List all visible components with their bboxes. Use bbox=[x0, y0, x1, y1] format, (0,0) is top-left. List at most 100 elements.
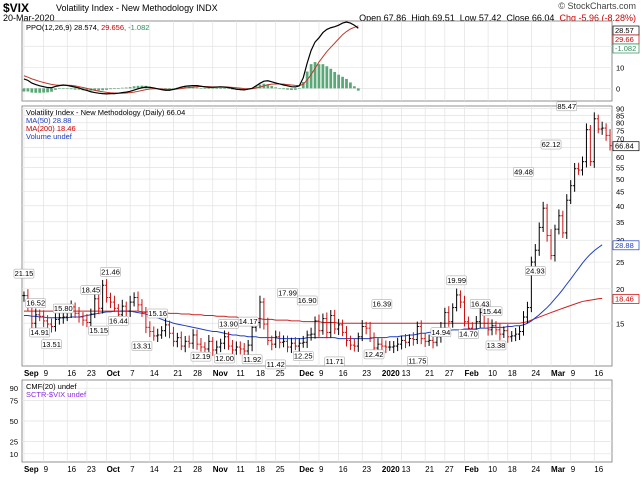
price-annotation-label: 21.46 bbox=[101, 267, 120, 276]
ohlc-bar bbox=[207, 334, 211, 354]
price-annotation-box bbox=[292, 351, 314, 361]
instrument-name: Volatility Index - New Methodology bbox=[56, 3, 194, 13]
cmf-x-axis-label: 11 bbox=[236, 465, 245, 474]
cmf-x-axis-label: 24 bbox=[531, 465, 540, 474]
ohlc-bar bbox=[309, 327, 313, 341]
ppo-line bbox=[23, 21, 359, 95]
price-annotation-box bbox=[214, 353, 235, 364]
ohlc-bar bbox=[573, 163, 577, 192]
ohlc-bar bbox=[576, 162, 581, 175]
ppo-histogram-bar bbox=[191, 86, 195, 89]
cmf-x-axis-label: 18 bbox=[256, 465, 265, 474]
price-x-axis-label: 7 bbox=[130, 369, 135, 378]
ohlc-bar bbox=[167, 320, 172, 339]
ohlc-bar bbox=[451, 303, 455, 328]
ppo-histogram-bar bbox=[278, 88, 282, 89]
ohlc-bar bbox=[541, 201, 545, 232]
ohlc-bar bbox=[258, 295, 262, 329]
ohlc-bar bbox=[34, 308, 38, 329]
ohlc-bar bbox=[368, 321, 372, 342]
price-tick-label: 40 bbox=[616, 202, 624, 211]
ohlc-bar bbox=[238, 341, 242, 355]
price-tick-label: 90 bbox=[616, 105, 624, 114]
ohlc-bar bbox=[152, 326, 156, 341]
price-tick-label: 15 bbox=[616, 319, 624, 328]
ohlc-bar bbox=[596, 114, 600, 134]
price-x-axis-label: 16 bbox=[339, 369, 348, 378]
ohlc-bar bbox=[301, 335, 305, 348]
ppo-histogram-bar bbox=[26, 88, 30, 92]
price-annotation-label: 13.51 bbox=[42, 340, 61, 349]
ppo-histogram-bar bbox=[223, 88, 226, 89]
price-annotation-label: 15.80 bbox=[54, 304, 73, 313]
ppo-histogram-bar bbox=[109, 88, 112, 90]
ohlc-bar bbox=[242, 343, 246, 357]
price-x-axis-label: Mar bbox=[551, 369, 565, 378]
ohlc-bar bbox=[81, 312, 85, 326]
quote-date: 20-Mar-2020 bbox=[3, 13, 55, 23]
price-annotation-box bbox=[25, 298, 47, 308]
ohlc-bar bbox=[588, 124, 592, 167]
ohlc-bar bbox=[529, 256, 533, 313]
price-annotation-label: 62.12 bbox=[542, 140, 561, 149]
ppo-tick-label: 0 bbox=[616, 84, 620, 93]
ppo-histogram-bar bbox=[22, 88, 26, 92]
price-annotation-label: 14.70 bbox=[459, 330, 478, 339]
cmf-x-axis-label: 27 bbox=[445, 465, 454, 474]
price-x-axis-label: 9 bbox=[571, 369, 576, 378]
ppo-histogram-bar bbox=[349, 82, 352, 89]
ohlc-bar bbox=[340, 319, 345, 337]
ohlc-bar bbox=[392, 341, 396, 354]
ohlc-bar bbox=[407, 334, 412, 347]
ohlc-bar bbox=[278, 331, 282, 349]
price-tick-label: 85 bbox=[616, 111, 624, 120]
cmf-x-axis-label: 18 bbox=[508, 465, 517, 474]
ppo-histogram-bar bbox=[195, 87, 199, 89]
ohlc-bar bbox=[455, 288, 459, 312]
ppo-panel-frame bbox=[21, 20, 613, 102]
ohlc-bar bbox=[490, 319, 494, 336]
ppo-histogram-bar bbox=[274, 87, 278, 89]
ppo-legend-item: PPO(12,26,9) 28.574, bbox=[26, 23, 101, 32]
ohlc-bar bbox=[57, 312, 61, 325]
price-x-axis-label: 23 bbox=[362, 369, 371, 378]
price-annotation-label: 12.25 bbox=[294, 352, 313, 361]
ohlc-bar bbox=[124, 301, 128, 317]
ohlc-bar bbox=[226, 331, 231, 350]
ohlc-bar bbox=[93, 293, 97, 319]
ohlc-bar bbox=[553, 224, 557, 262]
price-x-axis-label: 9 bbox=[319, 369, 324, 378]
ppo-histogram-bar bbox=[65, 88, 69, 89]
ohlc-bar bbox=[230, 340, 235, 357]
ohlc-bar bbox=[403, 334, 408, 349]
price-tick-label: 80 bbox=[616, 119, 624, 128]
price-x-axis-label: 9 bbox=[44, 369, 49, 378]
ohlc-bar bbox=[494, 321, 498, 335]
ohlc-bar bbox=[297, 338, 301, 353]
ppo-histogram-bar bbox=[124, 87, 128, 89]
ohlc-bar bbox=[502, 326, 506, 338]
ppo-histogram-bar bbox=[321, 64, 325, 89]
price-legend-item: Volume undef bbox=[26, 132, 73, 141]
ohlc-bar bbox=[136, 291, 140, 311]
ohlc-bar bbox=[592, 112, 596, 168]
ohlc-bar bbox=[53, 313, 58, 332]
ohlc-bar bbox=[128, 295, 132, 317]
price-x-axis-label: 18 bbox=[256, 369, 265, 378]
price-annotation-box bbox=[371, 299, 393, 309]
price-annotation-box bbox=[481, 306, 503, 317]
price-annotation-box bbox=[513, 167, 534, 177]
ppo-histogram-bar bbox=[42, 88, 46, 93]
ppo-histogram-bar bbox=[120, 87, 124, 89]
cmf-x-axis-label: Dec bbox=[299, 465, 314, 474]
cmf-tick-label: 75 bbox=[10, 397, 18, 406]
ppo-histogram-bar bbox=[211, 88, 215, 89]
ohlc-bar bbox=[411, 332, 415, 346]
ohlc-bar bbox=[514, 327, 518, 342]
price-x-axis-label: 23 bbox=[87, 369, 96, 378]
price-annotation-label: 11.42 bbox=[267, 360, 285, 369]
price-annotation-label: 85.47 bbox=[557, 102, 576, 111]
chart-symbol: $VIX bbox=[3, 1, 30, 15]
price-annotation-box bbox=[458, 329, 479, 339]
price-x-axis-label: 2020 bbox=[382, 369, 400, 378]
